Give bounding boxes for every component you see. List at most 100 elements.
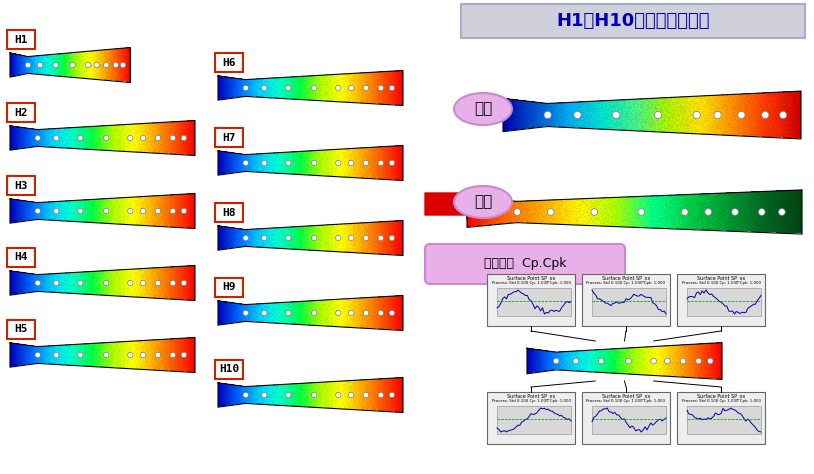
Text: Process: Std 0.100 Cp: 1.000 Cpk: 1.000: Process: Std 0.100 Cp: 1.000 Cpk: 1.000 bbox=[492, 399, 571, 403]
Circle shape bbox=[77, 280, 83, 286]
Circle shape bbox=[335, 85, 341, 91]
Text: H6: H6 bbox=[222, 57, 236, 67]
Circle shape bbox=[243, 310, 248, 316]
Circle shape bbox=[544, 111, 551, 118]
FancyBboxPatch shape bbox=[215, 203, 243, 222]
Circle shape bbox=[77, 352, 83, 358]
Circle shape bbox=[348, 160, 354, 165]
Circle shape bbox=[573, 358, 579, 364]
Circle shape bbox=[170, 209, 176, 214]
Circle shape bbox=[141, 352, 146, 358]
Circle shape bbox=[574, 111, 581, 118]
Text: Surface Point SP_xx: Surface Point SP_xx bbox=[697, 275, 745, 281]
Text: H1: H1 bbox=[15, 35, 28, 45]
Circle shape bbox=[155, 280, 160, 286]
Circle shape bbox=[363, 85, 369, 91]
Circle shape bbox=[363, 310, 369, 316]
Circle shape bbox=[379, 310, 383, 316]
Circle shape bbox=[243, 85, 248, 91]
Circle shape bbox=[348, 85, 354, 91]
Circle shape bbox=[335, 160, 341, 165]
Bar bbox=[487, 392, 575, 444]
Circle shape bbox=[591, 209, 597, 215]
FancyBboxPatch shape bbox=[7, 103, 35, 122]
Circle shape bbox=[141, 280, 146, 286]
Circle shape bbox=[141, 136, 146, 141]
Bar bbox=[497, 406, 571, 434]
Text: Process: Std 0.100 Cp: 1.000 Cpk: 1.000: Process: Std 0.100 Cp: 1.000 Cpk: 1.000 bbox=[681, 281, 760, 285]
Circle shape bbox=[128, 136, 133, 141]
Ellipse shape bbox=[454, 186, 512, 218]
Circle shape bbox=[732, 209, 738, 215]
Circle shape bbox=[54, 352, 59, 358]
Circle shape bbox=[714, 111, 721, 118]
Circle shape bbox=[170, 136, 176, 141]
Circle shape bbox=[141, 209, 146, 214]
Circle shape bbox=[737, 111, 745, 118]
Circle shape bbox=[182, 136, 186, 141]
Circle shape bbox=[53, 63, 59, 68]
Text: H3: H3 bbox=[15, 181, 28, 191]
Circle shape bbox=[286, 392, 291, 398]
Circle shape bbox=[120, 63, 125, 68]
Circle shape bbox=[759, 209, 765, 215]
Circle shape bbox=[128, 352, 133, 358]
Circle shape bbox=[613, 111, 620, 118]
Text: Surface Point SP_xx: Surface Point SP_xx bbox=[602, 393, 650, 399]
Bar bbox=[487, 274, 575, 326]
Circle shape bbox=[128, 280, 133, 286]
Text: Surface Point SP_xx: Surface Point SP_xx bbox=[507, 393, 555, 399]
Circle shape bbox=[77, 209, 83, 214]
Circle shape bbox=[335, 235, 341, 241]
Circle shape bbox=[170, 352, 176, 358]
Text: Surface Point SP_xx: Surface Point SP_xx bbox=[602, 275, 650, 281]
Circle shape bbox=[261, 392, 267, 398]
Circle shape bbox=[155, 352, 160, 358]
Circle shape bbox=[762, 111, 769, 118]
Circle shape bbox=[103, 209, 109, 214]
FancyBboxPatch shape bbox=[7, 176, 35, 195]
Circle shape bbox=[170, 280, 176, 286]
Circle shape bbox=[70, 63, 75, 68]
Circle shape bbox=[243, 392, 248, 398]
Circle shape bbox=[85, 63, 91, 68]
Text: 极差: 极差 bbox=[474, 194, 492, 210]
FancyBboxPatch shape bbox=[7, 30, 35, 49]
Circle shape bbox=[35, 209, 41, 214]
Circle shape bbox=[379, 85, 383, 91]
Bar bbox=[687, 406, 761, 434]
Circle shape bbox=[389, 85, 395, 91]
Text: Process: Std 0.100 Cp: 1.000 Cpk: 1.000: Process: Std 0.100 Cp: 1.000 Cpk: 1.000 bbox=[492, 281, 571, 285]
Circle shape bbox=[54, 209, 59, 214]
Circle shape bbox=[312, 160, 317, 165]
Circle shape bbox=[335, 392, 341, 398]
Circle shape bbox=[182, 280, 186, 286]
Circle shape bbox=[312, 392, 317, 398]
Circle shape bbox=[77, 136, 83, 141]
Circle shape bbox=[94, 63, 99, 68]
Text: 工程指数  Cp.Cpk: 工程指数 Cp.Cpk bbox=[484, 257, 567, 271]
FancyBboxPatch shape bbox=[425, 244, 625, 284]
Circle shape bbox=[312, 310, 317, 316]
Circle shape bbox=[155, 136, 160, 141]
FancyBboxPatch shape bbox=[215, 360, 243, 379]
Circle shape bbox=[261, 85, 267, 91]
FancyBboxPatch shape bbox=[215, 278, 243, 297]
Text: Process: Std 0.100 Cp: 1.000 Cpk: 1.000: Process: Std 0.100 Cp: 1.000 Cpk: 1.000 bbox=[587, 399, 666, 403]
Text: 均差: 均差 bbox=[474, 101, 492, 117]
Text: Surface Point SP_xx: Surface Point SP_xx bbox=[697, 393, 745, 399]
Circle shape bbox=[348, 392, 354, 398]
Circle shape bbox=[379, 160, 383, 165]
Circle shape bbox=[286, 85, 291, 91]
Circle shape bbox=[286, 235, 291, 241]
Circle shape bbox=[554, 358, 559, 364]
Text: H10: H10 bbox=[219, 365, 239, 374]
FancyBboxPatch shape bbox=[461, 4, 805, 38]
Circle shape bbox=[103, 63, 109, 68]
Text: H4: H4 bbox=[15, 253, 28, 263]
Bar bbox=[687, 288, 761, 316]
Bar bbox=[497, 288, 571, 316]
Circle shape bbox=[379, 235, 383, 241]
Ellipse shape bbox=[454, 93, 512, 125]
Circle shape bbox=[335, 310, 341, 316]
